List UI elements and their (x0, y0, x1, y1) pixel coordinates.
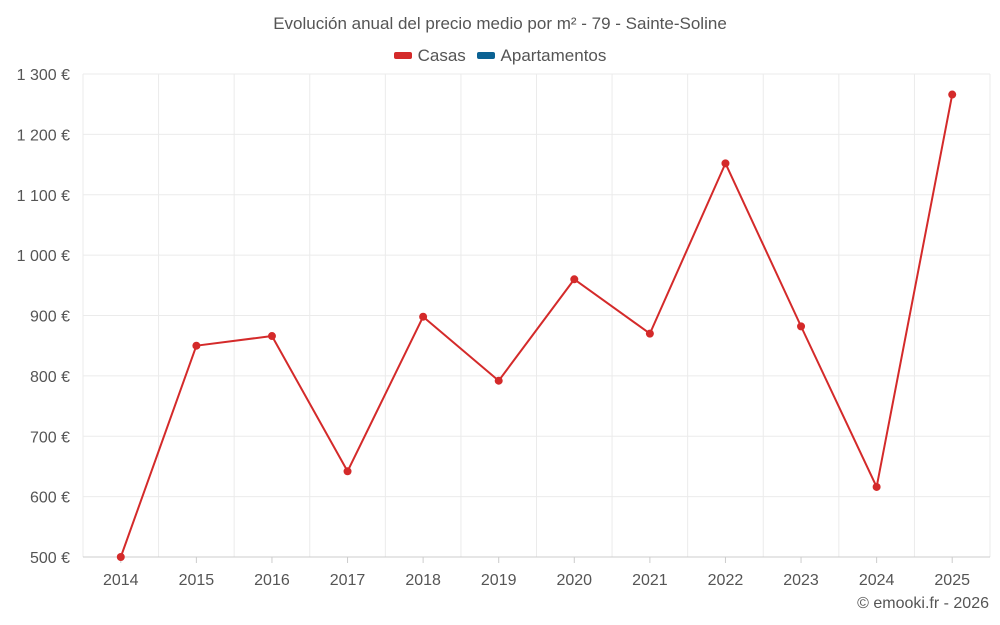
credit-text: © emooki.fr - 2026 (857, 595, 989, 612)
data-point-casas (872, 482, 881, 491)
data-point-casas (494, 376, 503, 385)
data-point-casas (645, 329, 654, 338)
x-tick-label: 2016 (254, 572, 290, 589)
data-point-casas (570, 275, 579, 284)
y-tick-label: 800 € (30, 369, 70, 386)
y-tick-label: 900 € (30, 309, 70, 326)
series-line-casas (119, 94, 954, 558)
legend-swatch-casas (393, 52, 412, 59)
legend-swatch-apartamentos (476, 52, 495, 59)
y-tick-label: 1 200 € (17, 127, 70, 144)
y-tick-label: 1 000 € (17, 248, 70, 265)
x-tick-label: 2017 (330, 572, 366, 589)
x-tick-label: 2022 (708, 572, 744, 589)
x-tick-label: 2015 (179, 572, 215, 589)
legend-item-casas[interactable]: Casas (393, 45, 466, 66)
x-tick-label: 2023 (783, 572, 819, 589)
y-tick-label: 700 € (30, 429, 70, 446)
y-tick-label: 600 € (30, 490, 70, 507)
y-tick-label: 1 100 € (17, 188, 70, 205)
data-point-casas (721, 159, 730, 168)
data-point-casas (419, 312, 428, 321)
data-point-casas (192, 341, 201, 350)
x-tick-label: 2024 (859, 572, 895, 589)
x-tick-label: 2025 (934, 572, 970, 589)
x-tick-label: 2018 (405, 572, 441, 589)
legend-label-casas: Casas (417, 45, 466, 65)
x-tick-label: 2021 (632, 572, 668, 589)
data-point-casas (797, 322, 806, 331)
data-point-casas (267, 332, 276, 341)
x-tick-label: 2020 (556, 572, 592, 589)
data-point-casas (343, 467, 352, 476)
y-tick-label: 500 € (30, 550, 70, 567)
legend-item-apartamentos[interactable]: Apartamentos (476, 45, 607, 66)
x-tick-label: 2014 (103, 572, 139, 589)
x-tick-label: 2019 (481, 572, 517, 589)
legend-label-apartamentos: Apartamentos (500, 45, 607, 65)
data-point-casas (116, 553, 125, 561)
data-point-casas (948, 90, 957, 99)
y-tick-label: 1 300 € (17, 67, 70, 84)
chart-title: Evolución anual del precio medio por m² … (273, 14, 727, 33)
chart-legend: Casas Apartamentos (0, 44, 1000, 66)
